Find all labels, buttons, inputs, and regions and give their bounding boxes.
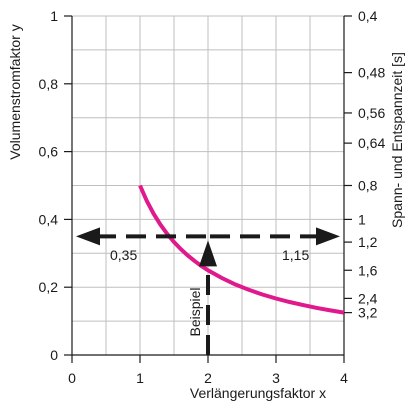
y-axis-title: Volumenstromfaktor y xyxy=(7,24,23,159)
y-tick-label: 1 xyxy=(50,8,58,24)
y2-tick-label: 2,4 xyxy=(358,290,378,306)
example-right-value: 1,15 xyxy=(282,247,309,263)
y-tick-label: 0 xyxy=(50,347,58,363)
example-arrowhead-right xyxy=(316,227,340,246)
y-ticks: 0 0,2 0,4 0,6 0,8 1 xyxy=(39,8,72,363)
y-tick-label: 0,2 xyxy=(39,279,59,295)
x-tick-label: 0 xyxy=(68,370,76,386)
y2-tick-label: 1 xyxy=(358,211,366,227)
example-left-value: 0,35 xyxy=(110,247,137,263)
x-axis-title: Verlängerungsfaktor x xyxy=(190,385,326,401)
x-ticks: 0 1 2 3 4 xyxy=(68,355,348,386)
x-tick-label: 4 xyxy=(340,370,348,386)
example-arrowhead-left xyxy=(76,227,100,246)
y2-tick-label: 1,2 xyxy=(358,234,378,250)
y2-axis-title: Spann- und Entspannzeit [s] xyxy=(389,52,405,228)
y2-tick-label: 0,56 xyxy=(358,105,385,121)
example-label: Beispiel xyxy=(187,287,203,336)
y2-ticks: 0,4 0,48 0,56 0,64 0,8 1 1,2 1,6 2,43,2 xyxy=(344,8,385,321)
y2-tick-label: 0,4 xyxy=(358,8,378,24)
example-arrows xyxy=(76,227,340,355)
y-tick-label: 0,8 xyxy=(39,76,59,92)
y2-tick-label: 0,64 xyxy=(358,135,385,151)
y-tick-label: 0,6 xyxy=(39,144,59,160)
y2-tick-label: 1,6 xyxy=(358,262,378,278)
series-line-curve xyxy=(138,184,345,315)
y-tick-label: 0,4 xyxy=(39,211,59,227)
y2-tick-label: 0,48 xyxy=(358,65,385,81)
x-tick-label: 3 xyxy=(272,370,280,386)
y2-tick-label: 0,8 xyxy=(358,178,378,194)
y2-tick-label: 3,2 xyxy=(358,305,378,321)
example-arrowhead-up xyxy=(199,240,217,267)
x-tick-label: 2 xyxy=(204,370,212,386)
x-tick-label: 1 xyxy=(136,370,144,386)
